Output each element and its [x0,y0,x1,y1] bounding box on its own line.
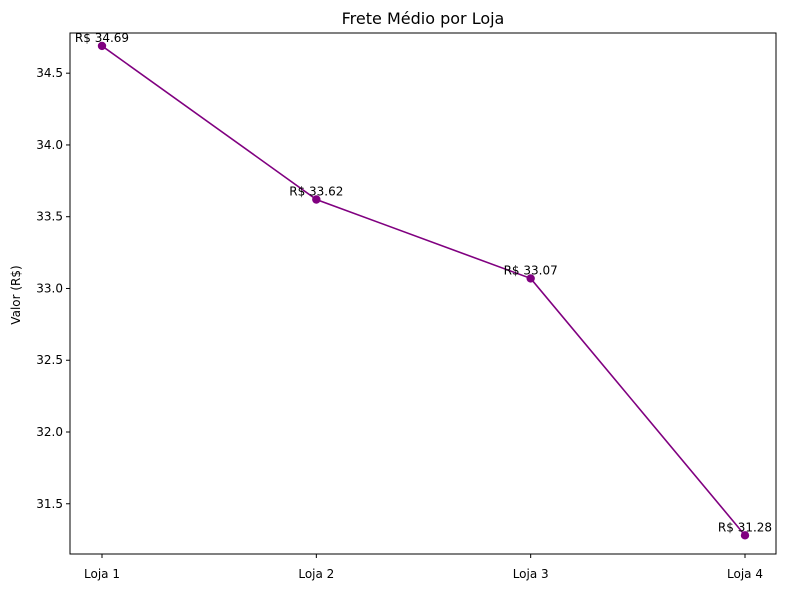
y-axis-ticks: 31.5 32.0 32.5 33.0 33.5 34.0 34.5 [36,66,70,511]
data-label: R$ 33.62 [289,184,343,198]
x-tick-label: Loja 3 [513,567,549,581]
data-label: R$ 33.07 [504,263,558,277]
x-tick-label: Loja 1 [84,567,120,581]
x-axis-ticks: Loja 1 Loja 2 Loja 3 Loja 4 [84,554,763,581]
series-layer [97,41,750,540]
y-tick-label: 31.5 [36,497,63,511]
data-point [97,41,107,51]
y-tick-label: 33.0 [36,281,63,295]
x-tick-label: Loja 4 [727,567,763,581]
data-label: R$ 34.69 [75,31,129,45]
y-tick-label: 34.5 [36,66,63,80]
series-line [101,45,746,536]
y-axis-label: Valor (R$) [9,265,23,324]
data-label: R$ 31.28 [718,520,772,534]
y-tick-label: 34.0 [36,138,63,152]
data-point [526,274,535,283]
x-tick-label: Loja 2 [298,567,334,581]
y-tick-label: 32.5 [36,353,63,367]
y-tick-label: 32.0 [36,425,63,439]
chart-title: Frete Médio por Loja [342,9,505,28]
data-point [740,531,750,540]
plot-frame [69,32,777,555]
data-point [312,195,321,204]
data-labels: R$ 34.69 R$ 33.62 R$ 33.07 R$ 31.28 [75,31,772,534]
y-tick-label: 33.5 [36,210,63,224]
